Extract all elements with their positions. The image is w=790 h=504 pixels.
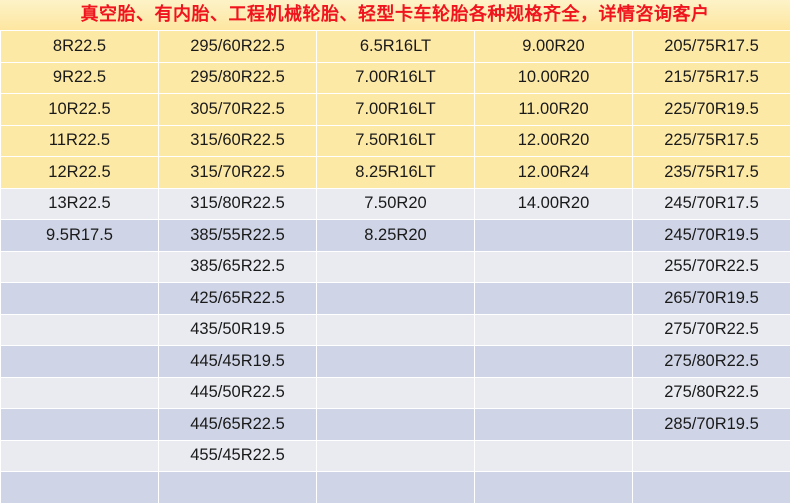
table-row: 445/45R19.5 275/80R22.5 <box>1 346 790 378</box>
table-row: 445/50R22.5 275/80R22.5 <box>1 377 790 409</box>
table-cell: 435/50R19.5 <box>159 314 317 346</box>
table-cell <box>1 283 159 315</box>
table-cell: 305/70R22.5 <box>159 94 317 126</box>
table-cell: 12.00R24 <box>475 157 633 189</box>
table-cell <box>633 472 790 504</box>
table-cell: 425/65R22.5 <box>159 283 317 315</box>
table-cell: 7.50R20 <box>317 188 475 220</box>
table-cell <box>633 440 790 472</box>
table-cell: 225/70R19.5 <box>633 94 790 126</box>
table-cell: 315/70R22.5 <box>159 157 317 189</box>
table-cell: 8R22.5 <box>1 31 159 63</box>
table-cell <box>317 314 475 346</box>
table-cell <box>317 251 475 283</box>
table-cell: 12.00R20 <box>475 125 633 157</box>
table-cell <box>475 409 633 441</box>
table-cell <box>1 314 159 346</box>
table-cell: 14.00R20 <box>475 188 633 220</box>
table-cell <box>1 346 159 378</box>
table-cell: 12R22.5 <box>1 157 159 189</box>
table-cell <box>475 251 633 283</box>
table-cell <box>1 251 159 283</box>
table-cell: 385/65R22.5 <box>159 251 317 283</box>
table-cell <box>475 440 633 472</box>
table-cell <box>1 377 159 409</box>
table-cell: 9.5R17.5 <box>1 220 159 252</box>
table-row: 445/65R22.5 285/70R19.5 <box>1 409 790 441</box>
table-cell: 215/75R17.5 <box>633 62 790 94</box>
table-cell: 7.50R16LT <box>317 125 475 157</box>
table-cell <box>475 346 633 378</box>
table-row: 455/45R22.5 <box>1 440 790 472</box>
table-cell: 275/80R22.5 <box>633 377 790 409</box>
table-cell <box>317 346 475 378</box>
table-cell: 7.00R16LT <box>317 62 475 94</box>
table-cell <box>317 440 475 472</box>
table-cell: 235/75R17.5 <box>633 157 790 189</box>
table-cell: 225/75R17.5 <box>633 125 790 157</box>
table-row <box>1 472 790 504</box>
table-cell: 275/70R22.5 <box>633 314 790 346</box>
table-cell <box>475 472 633 504</box>
table-cell: 455/45R22.5 <box>159 440 317 472</box>
table-cell: 295/60R22.5 <box>159 31 317 63</box>
table-cell <box>159 472 317 504</box>
table-cell: 315/80R22.5 <box>159 188 317 220</box>
table-cell: 10.00R20 <box>475 62 633 94</box>
table-cell: 11.00R20 <box>475 94 633 126</box>
table-row: 435/50R19.5 275/70R22.5 <box>1 314 790 346</box>
table-cell: 8.25R20 <box>317 220 475 252</box>
table-cell <box>475 314 633 346</box>
table-cell <box>1 409 159 441</box>
table-cell: 445/50R22.5 <box>159 377 317 409</box>
table-row: 425/65R22.5 265/70R19.5 <box>1 283 790 315</box>
table-cell <box>1 440 159 472</box>
table-cell <box>317 377 475 409</box>
table-cell: 11R22.5 <box>1 125 159 157</box>
table-cell: 10R22.5 <box>1 94 159 126</box>
table-cell: 6.5R16LT <box>317 31 475 63</box>
table-cell: 445/65R22.5 <box>159 409 317 441</box>
table-cell: 7.00R16LT <box>317 94 475 126</box>
table-cell <box>317 283 475 315</box>
table-cell: 385/55R22.5 <box>159 220 317 252</box>
table-cell: 245/70R19.5 <box>633 220 790 252</box>
table-cell: 205/75R17.5 <box>633 31 790 63</box>
table-cell <box>317 409 475 441</box>
table-cell <box>475 283 633 315</box>
table-cell: 295/80R22.5 <box>159 62 317 94</box>
table-cell: 285/70R19.5 <box>633 409 790 441</box>
table-cell <box>475 377 633 409</box>
table-cell: 275/80R22.5 <box>633 346 790 378</box>
table-cell: 9.00R20 <box>475 31 633 63</box>
table-cell <box>317 472 475 504</box>
table-cell <box>1 472 159 504</box>
table-cell: 315/60R22.5 <box>159 125 317 157</box>
table-cell: 9R22.5 <box>1 62 159 94</box>
table-cell: 245/70R17.5 <box>633 188 790 220</box>
table-row: 385/65R22.5 255/70R22.5 <box>1 251 790 283</box>
table-cell: 265/70R19.5 <box>633 283 790 315</box>
table-cell: 8.25R16LT <box>317 157 475 189</box>
table-title: 真空胎、有内胎、工程机械轮胎、轻型卡车轮胎各种规格齐全，详情咨询客户 <box>0 0 790 30</box>
table-cell: 445/45R19.5 <box>159 346 317 378</box>
table-cell: 13R22.5 <box>1 188 159 220</box>
table-cell <box>475 220 633 252</box>
table-cell: 255/70R22.5 <box>633 251 790 283</box>
